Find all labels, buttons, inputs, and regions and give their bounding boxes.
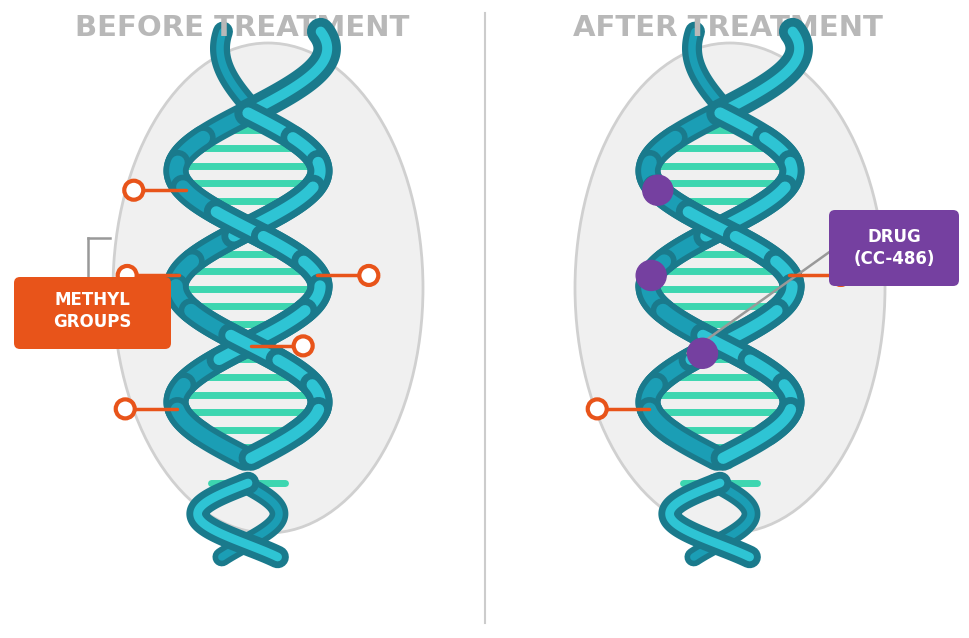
Ellipse shape	[112, 43, 422, 533]
Circle shape	[115, 399, 135, 419]
Circle shape	[124, 181, 143, 200]
Circle shape	[117, 266, 137, 285]
Circle shape	[642, 175, 672, 205]
Circle shape	[830, 266, 850, 285]
Text: AFTER TREATMENT: AFTER TREATMENT	[573, 14, 882, 42]
Circle shape	[687, 338, 717, 368]
Circle shape	[294, 336, 312, 355]
Circle shape	[587, 399, 606, 419]
FancyBboxPatch shape	[14, 277, 171, 349]
Text: BEFORE TREATMENT: BEFORE TREATMENT	[75, 14, 409, 42]
Circle shape	[359, 266, 378, 285]
Ellipse shape	[575, 43, 884, 533]
Text: DRUG
(CC-486): DRUG (CC-486)	[853, 228, 934, 268]
Circle shape	[636, 260, 666, 290]
Text: METHYL
GROUPS: METHYL GROUPS	[52, 292, 131, 330]
FancyBboxPatch shape	[828, 210, 958, 286]
